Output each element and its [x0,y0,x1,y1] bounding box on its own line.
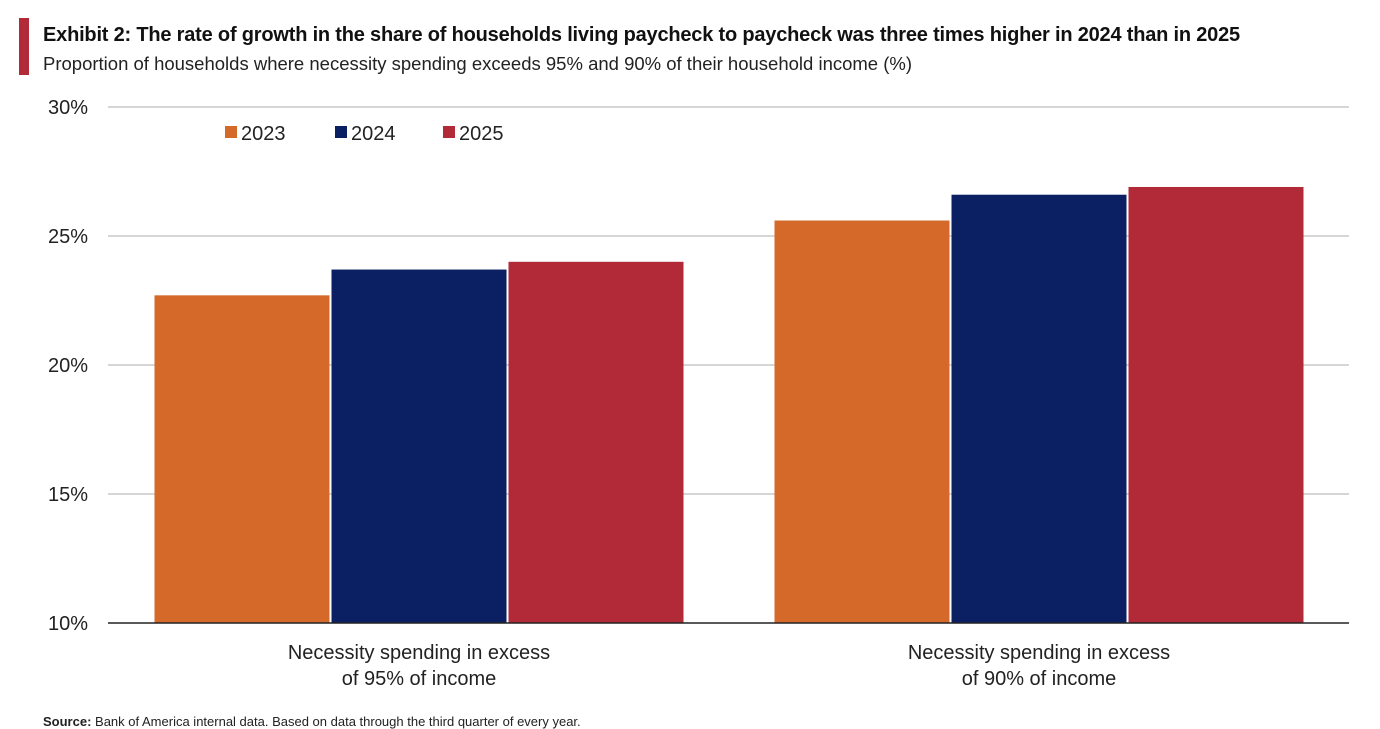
legend-swatch-2024 [335,126,347,138]
bar-2024 [951,194,1127,623]
bar-2024 [331,269,507,623]
source-label: Source: [43,714,92,729]
title-accent-bar [19,18,29,75]
x-category-label: Necessity spending in excess of 95% of in… [288,642,550,690]
bar-2025 [1128,186,1304,624]
y-tick-label: 15% [48,484,88,506]
source-text: Bank of America internal data. Based on … [95,714,581,729]
bar-chart: 10% 15% 20% 25% 30% Necessity spending in exc… [48,97,1349,690]
legend-label-2025: 2025 [459,123,504,145]
bar-2023 [774,220,950,623]
y-tick-label: 30% [48,97,88,119]
legend-swatch-2025 [443,126,455,138]
bar-2025 [508,261,684,623]
y-tick-label: 20% [48,355,88,377]
y-tick-label: 10% [48,613,88,635]
y-tick-label: 25% [48,226,88,248]
source-note: Source: Bank of America internal data. B… [43,714,581,729]
chart-title: Exhibit 2: The rate of growth in the sha… [43,24,1240,46]
chart-subtitle: Proportion of households where necessity… [43,53,913,74]
bar-2023 [154,295,330,623]
x-category-label: Necessity spending in excess of 90% of in… [908,642,1170,690]
legend-label-2024: 2024 [351,123,396,145]
legend-label-2023: 2023 [241,123,286,145]
legend-swatch-2023 [225,126,237,138]
